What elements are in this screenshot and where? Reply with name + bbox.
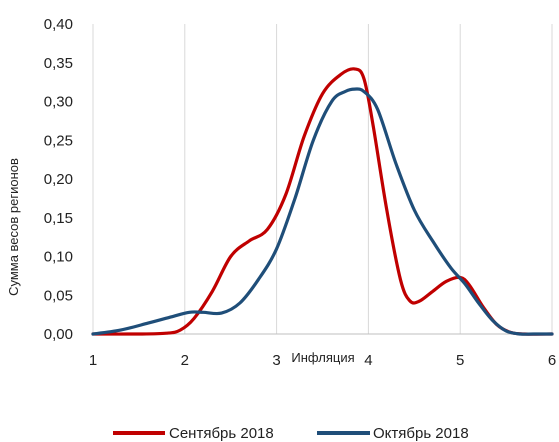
vertical-gridlines: [92, 24, 553, 334]
y-tick-label: 0,15: [44, 210, 73, 227]
x-tick-label: 1: [89, 352, 97, 369]
legend-label-sentyabr: Сентябрь 2018: [169, 425, 274, 442]
y-tick-labels: 0,00 0,05 0,10 0,15 0,20 0,25 0,30 0,35 0,40: [44, 16, 73, 343]
y-tick-label: 0,05: [44, 287, 73, 304]
x-tick-label: 2: [181, 352, 189, 369]
y-axis-title: Сумма весов регионов: [6, 158, 21, 296]
y-tick-label: 0,40: [44, 16, 73, 33]
x-tick-label: 5: [456, 352, 464, 369]
legend-label-oktyabr: Октябрь 2018: [373, 425, 469, 442]
y-tick-label: 0,20: [44, 171, 73, 188]
x-tick-label: 4: [364, 352, 372, 369]
series-line-sentyabr-2018: [91, 67, 554, 336]
y-tick-label: 0,35: [44, 55, 73, 72]
series-line-oktyabr-2018: [91, 87, 554, 336]
x-tick-label: 3: [272, 352, 280, 369]
x-tick-label: 6: [548, 352, 556, 369]
x-axis-title: Инфляция: [291, 350, 354, 365]
y-tick-label: 0,10: [44, 249, 73, 266]
y-tick-label: 0,00: [44, 326, 73, 343]
series-lines: [91, 67, 554, 336]
x-tick-labels: 1 2 3 4 5 6: [89, 352, 556, 369]
y-tick-label: 0,30: [44, 94, 73, 111]
y-tick-label: 0,25: [44, 132, 73, 149]
legend: Сентябрь 2018 Октябрь 2018: [113, 425, 469, 442]
